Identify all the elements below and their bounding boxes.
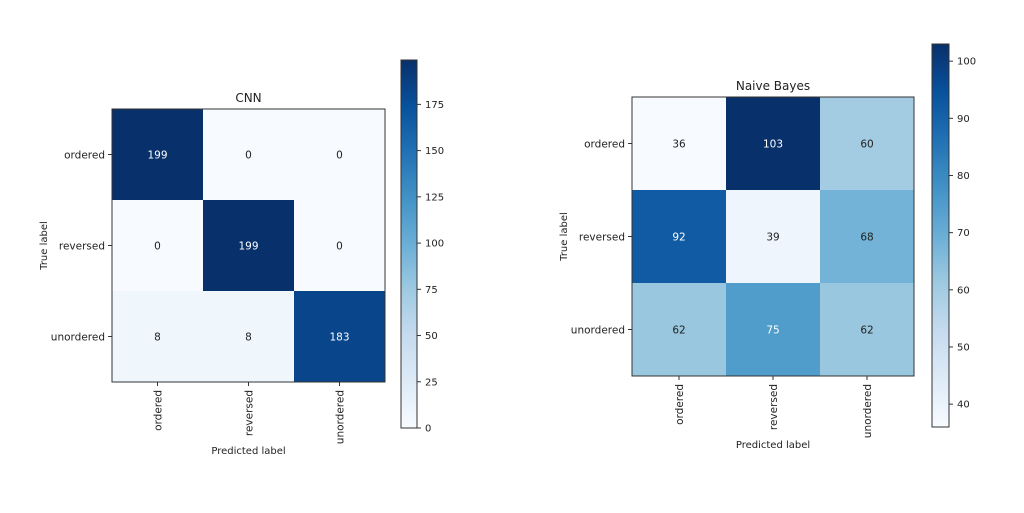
cell-value-label: 92 [672,232,685,244]
colorbar-tick-label: 80 [957,171,970,182]
heatmap-cell [112,291,203,382]
heatmap-cell [726,190,820,283]
cell-value-label: 68 [860,232,873,244]
cell-value-label: 199 [238,241,258,253]
cell-value-label: 103 [763,139,783,151]
colorbar-tick-label: 70 [957,228,970,239]
cell-value-label: 8 [154,332,161,344]
heatmap-cell [726,97,820,190]
heatmap-cell [294,109,385,200]
y-tick-label: unordered [571,325,625,337]
heatmap-cell [112,200,203,291]
y-tick-label: ordered [584,139,625,151]
x-axis-label: Predicted label [736,440,810,451]
heatmap-cell [820,190,914,283]
chart-title: CNN [235,91,261,105]
x-tick-label: ordered [153,390,165,431]
y-tick-label: unordered [51,332,105,344]
colorbar-tick-label: 50 [957,342,970,353]
colorbar-tick-label: 25 [425,377,438,388]
heatmap-cell [203,291,294,382]
colorbar [931,43,950,428]
cell-value-label: 8 [245,332,252,344]
heatmap-cell [632,283,726,376]
heatmap-cell [203,200,294,291]
heatmap-cell [820,97,914,190]
heatmap-cell [203,109,294,200]
cell-value-label: 36 [672,139,686,151]
chart-title: Naive Bayes [736,79,810,93]
cell-value-label: 183 [329,332,349,344]
cell-value-label: 0 [336,241,343,253]
cell-value-label: 62 [672,325,685,337]
heatmap-cell [726,283,820,376]
colorbar-tick-label: 40 [957,400,970,411]
cell-value-label: 0 [154,241,161,253]
colorbar-tick-label: 90 [957,114,970,125]
x-axis-label: Predicted label [211,446,285,457]
colorbar-tick-label: 125 [425,192,444,203]
cell-value-label: 199 [147,150,167,162]
cell-value-label: 0 [336,150,343,162]
colorbar-tick-label: 100 [957,57,976,68]
y-axis-label: True label [39,221,50,271]
y-tick-label: reversed [59,241,105,253]
colorbar-tick-label: 150 [425,146,444,157]
cell-value-label: 39 [766,232,779,244]
panel-cnn: 199 0 0 0 199 0 8 8 183 CNN ordered reversed unorder… [39,59,444,457]
cell-value-label: 62 [860,325,873,337]
cell-value-label: 60 [860,139,873,151]
colorbar-tick-label: 100 [425,239,444,250]
colorbar-tick-label: 50 [425,331,438,342]
cell-value-label: 75 [766,325,779,337]
cell-value-label: 0 [245,150,252,162]
colorbar-tick-label: 60 [957,285,970,296]
heatmap-cell [632,190,726,283]
x-tick-label: unordered [862,384,874,438]
panel-naive-bayes: 36 103 60 92 39 68 62 75 62 Naive Bayes ordered rev… [559,43,976,451]
y-axis-label: True label [559,212,570,262]
heatmap-cell [294,200,385,291]
y-tick-label: ordered [64,150,105,162]
colorbar [400,59,418,429]
heatmap-cell [294,291,385,382]
x-tick-label: reversed [244,390,256,436]
heatmap-cell [632,97,726,190]
x-tick-label: reversed [768,384,780,430]
heatmap-cell [112,109,203,200]
y-tick-label: reversed [579,232,625,244]
x-tick-label: ordered [674,384,686,425]
colorbar-tick-label: 75 [425,285,438,296]
heatmap-cell [820,283,914,376]
colorbar-tick-label: 0 [425,424,431,435]
x-tick-label: unordered [335,390,347,444]
colorbar-tick-label: 175 [425,100,444,111]
